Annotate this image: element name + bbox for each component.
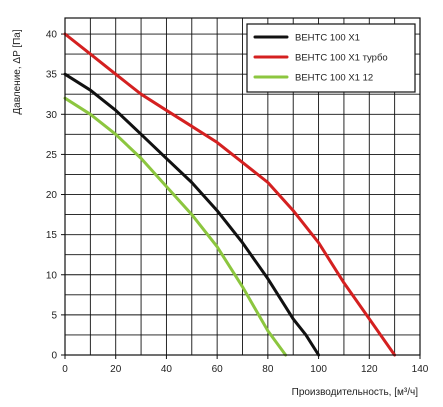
y-tick-label: 20 — [46, 190, 58, 201]
y-tick-label: 40 — [46, 30, 58, 41]
y-axis-label: Давление, ΔP [Па] — [12, 29, 23, 115]
x-axis-label: Производительность, [м³/ч] — [292, 387, 419, 398]
series-line-2 — [63, 32, 397, 357]
series-line-1 — [63, 72, 321, 357]
x-tick-label: 100 — [310, 364, 327, 375]
x-axis-ticks: 0 20 40 60 80 100 120 140 — [62, 355, 429, 375]
y-tick-label: 35 — [46, 70, 58, 81]
legend-label: ВЕНТС 100 Х1 турбо — [295, 53, 388, 64]
legend: ВЕНТС 100 Х1 ВЕНТС 100 Х1 турбо ВЕНТС 100 … — [246, 23, 416, 93]
y-tick-label: 0 — [51, 351, 57, 362]
x-tick-label: 60 — [212, 364, 224, 375]
series-lines — [63, 32, 397, 357]
y-tick-label: 5 — [51, 310, 57, 321]
x-tick-label: 40 — [161, 364, 173, 375]
y-tick-label: 10 — [46, 270, 58, 281]
legend-label: ВЕНТС 100 Х1 — [295, 33, 360, 44]
y-tick-label: 15 — [46, 230, 58, 241]
legend-label: ВЕНТС 100 Х1 12 — [295, 73, 373, 84]
y-tick-label: 25 — [46, 150, 58, 161]
y-axis-ticks: 0 5 10 15 20 25 30 35 40 — [46, 30, 65, 362]
x-tick-label: 20 — [110, 364, 122, 375]
plot-frame — [64, 17, 421, 356]
y-tick-label: 30 — [46, 110, 58, 121]
series-line-3 — [63, 96, 288, 357]
x-tick-label: 80 — [262, 364, 274, 375]
x-tick-label: 120 — [361, 364, 378, 375]
x-tick-label: 0 — [62, 364, 68, 375]
x-tick-label: 140 — [412, 364, 429, 375]
